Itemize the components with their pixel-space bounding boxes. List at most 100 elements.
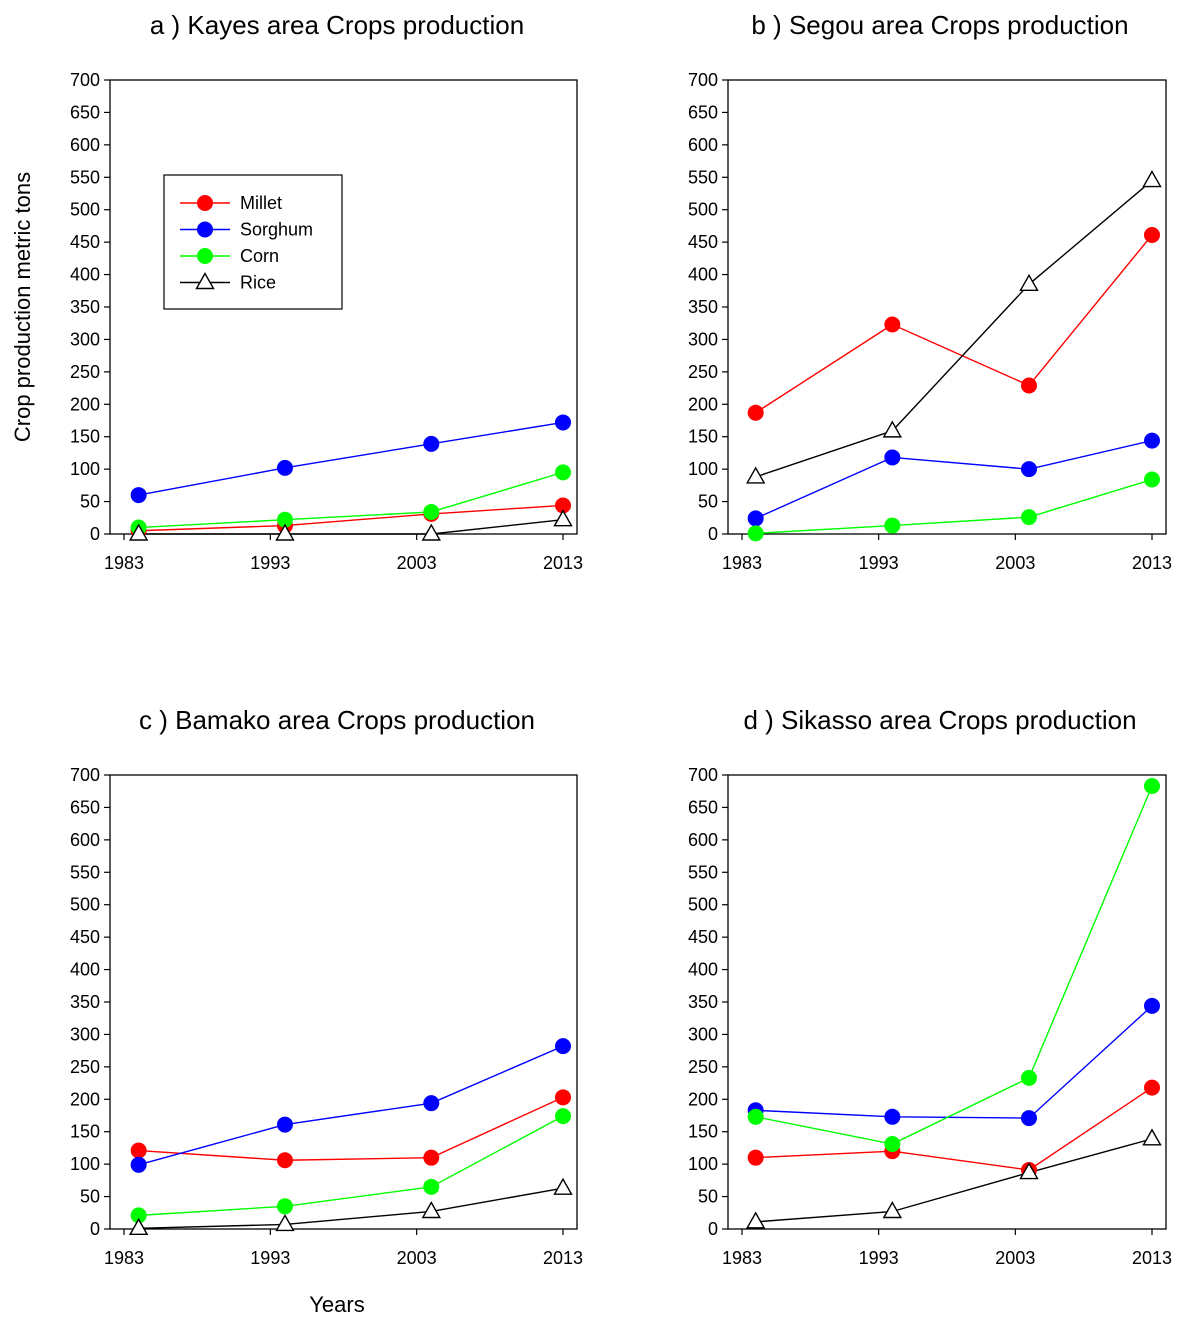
x-tick-label: 2003 xyxy=(397,1248,437,1268)
data-point-sorghum xyxy=(1144,997,1160,1014)
data-point-rice xyxy=(1019,273,1039,291)
y-tick-label: 650 xyxy=(70,797,100,817)
data-point-corn xyxy=(884,517,901,534)
data-point-millet xyxy=(884,316,901,333)
data-point-rice xyxy=(553,1177,573,1195)
legend-label-rice: Rice xyxy=(240,273,276,293)
x-tick-label: 1993 xyxy=(250,1248,290,1268)
y-tick-label: 600 xyxy=(688,830,718,850)
legend-marker-rice xyxy=(195,272,215,290)
data-point-millet xyxy=(130,1142,147,1159)
y-tick-label: 100 xyxy=(688,1154,718,1174)
y-tick-label: 150 xyxy=(70,1122,100,1142)
legend-marker-millet xyxy=(197,195,213,211)
series-line-corn xyxy=(755,478,1153,535)
data-point-sorghum xyxy=(276,459,293,476)
y-tick-label: 50 xyxy=(80,1187,100,1207)
data-point-millet xyxy=(747,1149,764,1166)
data-point-corn xyxy=(555,1108,571,1125)
x-tick-label: 2013 xyxy=(1132,1248,1172,1268)
series-line-corn xyxy=(138,471,564,529)
chart-title: a ) Kayes area Crops production xyxy=(150,10,524,40)
y-tick-label: 550 xyxy=(688,862,718,882)
y-tick-label: 400 xyxy=(688,960,718,980)
data-point-sorghum xyxy=(555,414,571,431)
y-tick-label: 700 xyxy=(70,70,100,90)
data-point-sorghum xyxy=(1021,1110,1037,1127)
data-point-millet xyxy=(1021,377,1037,394)
y-tick-label: 700 xyxy=(70,765,100,785)
series-line-sorghum xyxy=(755,1005,1153,1119)
y-tick-label: 150 xyxy=(70,427,100,447)
data-point-corn xyxy=(1021,1069,1037,1086)
data-point-rice xyxy=(275,1214,295,1232)
x-tick-label: 2003 xyxy=(995,1248,1035,1268)
y-tick-label: 200 xyxy=(70,394,100,414)
y-tick-label: 0 xyxy=(90,524,100,544)
data-point-corn xyxy=(276,511,293,528)
y-tick-label: 500 xyxy=(688,895,718,915)
y-tick-label: 50 xyxy=(698,492,718,512)
data-point-millet xyxy=(1144,1079,1160,1096)
series-line-sorghum xyxy=(755,439,1153,520)
data-point-rice xyxy=(275,523,295,541)
data-point-sorghum xyxy=(1021,461,1037,478)
plot-frame xyxy=(109,774,578,1230)
data-point-rice xyxy=(745,1211,766,1229)
y-tick-label: 200 xyxy=(688,394,718,414)
x-tick-label: 2003 xyxy=(995,553,1035,573)
data-point-millet xyxy=(555,497,571,514)
data-point-corn xyxy=(747,1108,764,1125)
data-point-rice xyxy=(1142,1128,1162,1146)
series-line-corn xyxy=(755,785,1153,1145)
y-tick-label: 650 xyxy=(688,797,718,817)
y-tick-label: 500 xyxy=(70,200,100,220)
plot-frame xyxy=(727,774,1167,1230)
chart-title: d ) Sikasso area Crops production xyxy=(743,705,1136,735)
data-point-rice xyxy=(745,466,766,484)
series-line-corn xyxy=(138,1115,564,1217)
y-tick-label: 400 xyxy=(70,960,100,980)
data-point-millet xyxy=(555,1089,571,1106)
y-tick-label: 350 xyxy=(688,297,718,317)
chart-panel-1: b ) Segou area Crops production 0 50 100 150… xyxy=(688,10,1172,573)
y-tick-label: 50 xyxy=(698,1187,718,1207)
data-point-corn xyxy=(555,464,571,481)
y-tick-label: 500 xyxy=(688,200,718,220)
y-tick-label: 200 xyxy=(688,1089,718,1109)
chart-panel-2: c ) Bamako area Crops production 0 50 100 15… xyxy=(70,705,583,1268)
y-tick-label: 250 xyxy=(688,362,718,382)
y-tick-label: 500 xyxy=(70,895,100,915)
chart-title: b ) Segou area Crops production xyxy=(751,10,1128,40)
data-point-corn xyxy=(1021,509,1037,526)
y-tick-label: 300 xyxy=(688,329,718,349)
y-tick-label: 450 xyxy=(70,927,100,947)
data-point-sorghum xyxy=(423,435,440,452)
legend-marker-corn xyxy=(197,248,213,264)
series-line-sorghum xyxy=(138,1045,564,1166)
y-tick-label: 200 xyxy=(70,1089,100,1109)
data-point-sorghum xyxy=(423,1095,440,1112)
y-tick-label: 450 xyxy=(688,927,718,947)
data-point-rice xyxy=(421,1201,442,1219)
data-point-rice xyxy=(1142,170,1162,188)
data-point-sorghum xyxy=(884,449,901,466)
series-line-millet xyxy=(138,1096,564,1161)
legend-marker-sorghum xyxy=(197,221,213,238)
x-tick-label: 2003 xyxy=(397,553,437,573)
x-tick-label: 1983 xyxy=(104,1248,144,1268)
y-tick-label: 50 xyxy=(80,492,100,512)
y-tick-label: 250 xyxy=(688,1057,718,1077)
data-point-corn xyxy=(423,1178,440,1195)
data-point-rice xyxy=(1019,1162,1039,1180)
data-point-sorghum xyxy=(130,1156,147,1173)
series-line-millet xyxy=(755,234,1153,414)
y-tick-label: 0 xyxy=(708,524,718,544)
data-point-millet xyxy=(276,1152,293,1169)
data-point-corn xyxy=(747,525,764,542)
y-axis-title: Crop production metric tons xyxy=(10,172,35,442)
y-tick-label: 650 xyxy=(70,102,100,122)
legend-label-corn: Corn xyxy=(240,246,279,266)
y-tick-label: 250 xyxy=(70,1057,100,1077)
data-point-sorghum xyxy=(276,1116,293,1133)
